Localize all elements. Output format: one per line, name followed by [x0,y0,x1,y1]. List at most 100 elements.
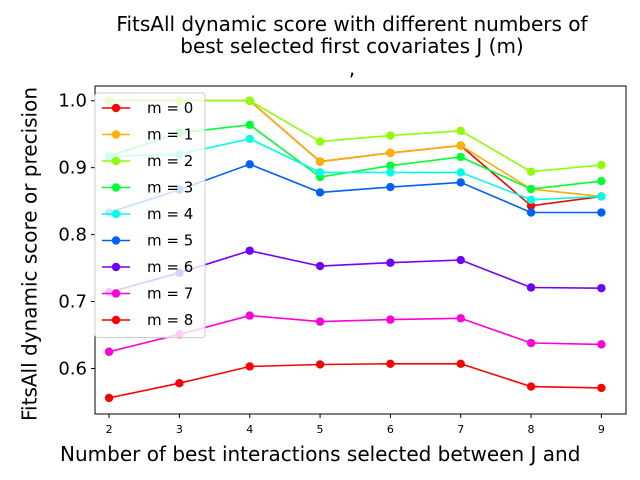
x-tick-label: 9 [598,423,605,436]
data-point [526,382,536,391]
data-point [315,188,325,197]
legend-item: m = 1 [102,126,193,144]
legend-label: m = 0 [147,99,193,117]
data-point [386,359,395,368]
chart-title-line: best selected first covariates J (m) [180,34,523,58]
legend-label: m = 1 [147,126,193,144]
y-tick-label: 0.9 [58,158,87,179]
x-axis-ticks: 2 3 4 5 6 7 8 9 [106,414,605,436]
data-point [104,393,114,403]
x-tick-label: 3 [176,423,183,436]
data-point [456,359,465,368]
data-point [386,161,395,170]
data-point [245,362,254,371]
x-tick-label: 8 [528,423,535,436]
legend-label: m = 8 [147,311,193,329]
legend-item: m = 4 [102,205,193,223]
legend-item: m = 7 [102,285,193,303]
data-point [245,246,254,255]
data-point [456,126,465,136]
legend-marker [111,103,121,113]
y-axis-ticks: 0.6 0.7 0.8 0.9 1.0 [58,91,95,379]
legend-marker [111,236,121,245]
x-axis-label: Number of best interactions selected bet… [60,442,580,466]
data-point [597,192,606,201]
data-point [526,283,536,292]
data-point [597,283,606,293]
data-point [315,168,325,177]
series-8 [104,359,606,403]
legend-label: m = 6 [147,258,193,276]
x-tick-label: 6 [387,423,394,436]
legend-marker [111,130,121,139]
data-point [315,317,325,326]
data-point [245,160,254,169]
data-point [315,261,325,271]
legend-item: m = 5 [102,232,193,250]
data-point [526,167,536,176]
data-point [526,184,536,194]
data-point [245,311,254,320]
data-point [386,148,395,158]
data-point [386,182,395,192]
y-axis-label: FitsAll dynamic score or precision [18,87,42,421]
data-point [456,255,465,265]
legend-item: m = 2 [102,152,193,170]
legend-label: m = 4 [147,205,193,223]
data-point [456,152,465,162]
legend-marker [111,289,121,298]
x-tick-label: 5 [317,423,324,436]
data-point [456,314,465,323]
x-tick-label: 2 [106,423,113,436]
data-point [526,201,536,211]
data-point [597,176,606,186]
chart-title-line: FitsAll dynamic score with different num… [116,12,588,36]
chart-title: FitsAll dynamic score with different num… [116,12,588,80]
data-point [526,195,536,204]
data-point [526,208,536,217]
data-point [456,168,465,177]
data-point [245,134,254,144]
legend-box [94,92,206,338]
x-tick-label: 7 [457,423,464,436]
data-point [315,137,325,146]
legend-marker [111,156,121,166]
data-point [315,157,325,166]
series-line [108,362,602,399]
legend-item: m = 3 [102,179,193,197]
data-point [315,360,325,369]
data-point [386,131,395,140]
legend-item: m = 8 [102,311,193,329]
data-point [597,208,606,217]
data-point [597,160,606,170]
legend-label: m = 3 [147,179,193,197]
legend: m = 0 m = 1 m = 2 m = 3 m = 4 m = 5 m = 6 m = 7… [94,92,206,338]
x-tick-label: 4 [246,423,253,436]
data-point [526,338,536,348]
y-tick-label: 0.6 [58,358,87,379]
legend-marker [111,209,121,219]
legend-label: m = 2 [147,152,193,170]
data-point [386,168,395,177]
data-point [456,141,465,150]
chart-title-line: , [349,56,355,80]
y-tick-label: 0.8 [58,225,87,246]
y-tick-label: 0.7 [58,292,87,313]
data-point [456,178,465,187]
legend-label: m = 5 [147,232,193,250]
data-point [597,340,606,349]
legend-marker [111,183,121,192]
legend-marker [111,315,121,325]
data-point [245,96,254,105]
legend-item: m = 6 [102,258,193,276]
data-point [597,383,606,393]
legend-item: m = 0 [102,99,193,117]
data-point [104,347,114,356]
y-tick-label: 1.0 [58,91,87,112]
data-point [175,379,184,388]
legend-label: m = 7 [147,285,193,303]
data-point [386,258,395,267]
legend-marker [111,262,121,272]
data-point [386,315,395,324]
